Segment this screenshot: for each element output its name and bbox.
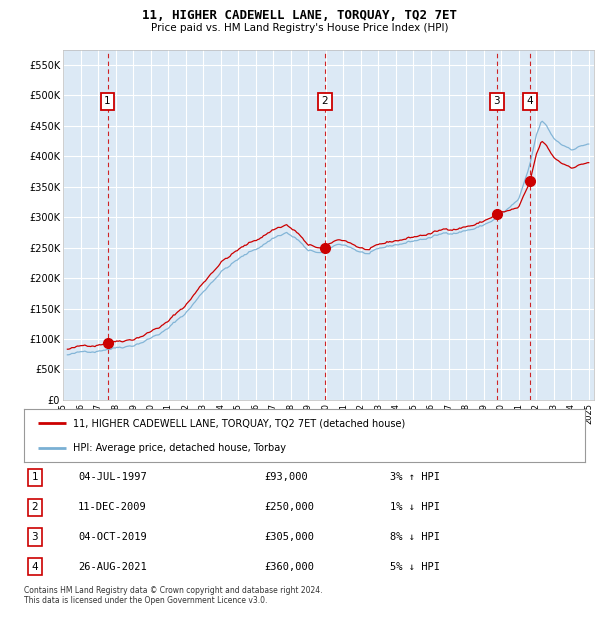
Text: Price paid vs. HM Land Registry's House Price Index (HPI): Price paid vs. HM Land Registry's House … xyxy=(151,23,449,33)
Text: 11, HIGHER CADEWELL LANE, TORQUAY, TQ2 7ET (detached house): 11, HIGHER CADEWELL LANE, TORQUAY, TQ2 7… xyxy=(73,418,406,428)
Text: £305,000: £305,000 xyxy=(264,532,314,542)
Text: 3% ↑ HPI: 3% ↑ HPI xyxy=(390,472,440,482)
Text: 04-OCT-2019: 04-OCT-2019 xyxy=(78,532,147,542)
Text: 2: 2 xyxy=(31,502,38,512)
Text: 1: 1 xyxy=(31,472,38,482)
Text: 11, HIGHER CADEWELL LANE, TORQUAY, TQ2 7ET: 11, HIGHER CADEWELL LANE, TORQUAY, TQ2 7… xyxy=(143,9,458,22)
Text: 1% ↓ HPI: 1% ↓ HPI xyxy=(390,502,440,512)
Text: 3: 3 xyxy=(493,96,500,107)
Text: Contains HM Land Registry data © Crown copyright and database right 2024.
This d: Contains HM Land Registry data © Crown c… xyxy=(24,586,323,605)
Text: £250,000: £250,000 xyxy=(264,502,314,512)
Text: 4: 4 xyxy=(527,96,533,107)
Text: £93,000: £93,000 xyxy=(264,472,308,482)
Text: 5% ↓ HPI: 5% ↓ HPI xyxy=(390,562,440,572)
Text: 8% ↓ HPI: 8% ↓ HPI xyxy=(390,532,440,542)
Text: 26-AUG-2021: 26-AUG-2021 xyxy=(78,562,147,572)
Text: HPI: Average price, detached house, Torbay: HPI: Average price, detached house, Torb… xyxy=(73,443,286,453)
Text: 4: 4 xyxy=(31,562,38,572)
Text: 11-DEC-2009: 11-DEC-2009 xyxy=(78,502,147,512)
Text: 1: 1 xyxy=(104,96,111,107)
Text: £360,000: £360,000 xyxy=(264,562,314,572)
Text: 2: 2 xyxy=(322,96,328,107)
Text: 3: 3 xyxy=(31,532,38,542)
Text: 04-JUL-1997: 04-JUL-1997 xyxy=(78,472,147,482)
